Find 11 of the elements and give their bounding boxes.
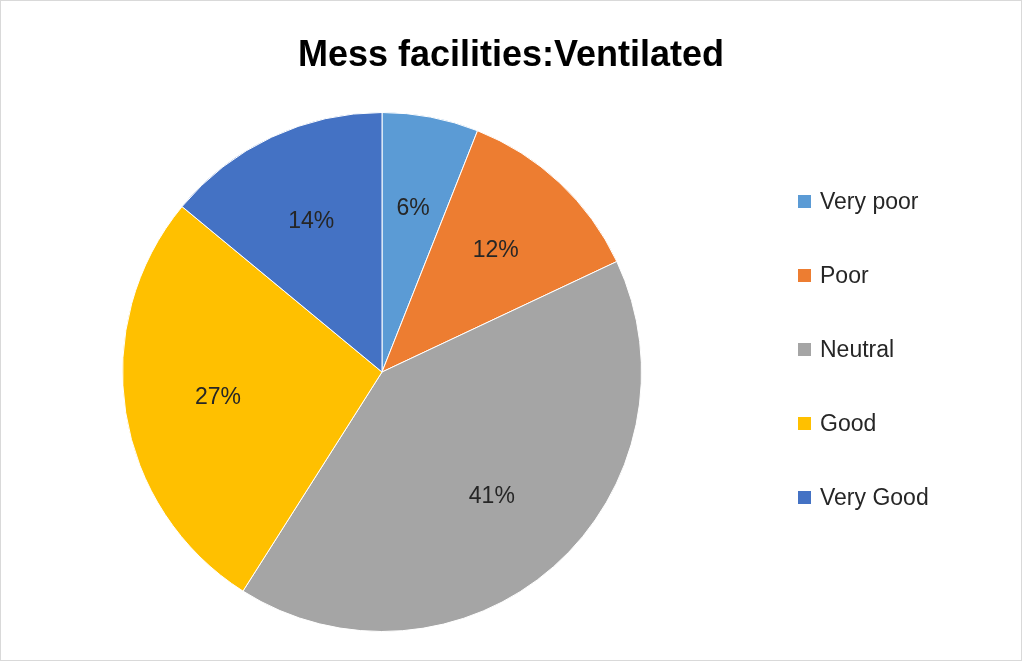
data-label: 27%: [194, 383, 241, 410]
data-label: 12%: [472, 236, 519, 263]
legend-label: Very Good: [820, 483, 929, 511]
chart-title: Mess facilities:Ventilated: [296, 32, 726, 76]
legend-label: Neutral: [820, 335, 895, 363]
data-label: 6%: [396, 194, 430, 221]
legend-label: Very poor: [820, 187, 919, 215]
data-label: 41%: [468, 481, 515, 508]
legend-label: Good: [820, 409, 877, 437]
legend-label: Poor: [820, 261, 869, 289]
data-label: 14%: [288, 207, 335, 234]
